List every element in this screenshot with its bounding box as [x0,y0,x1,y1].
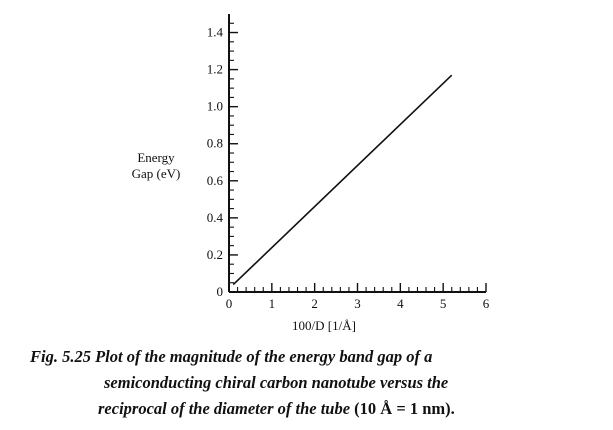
y-tick-label: 0.4 [207,210,224,225]
y-tick-label: 1.0 [207,99,223,114]
x-tick-label: 3 [354,296,361,311]
x-tick-label: 4 [397,296,404,311]
axis-ticks [228,22,487,293]
data-series [232,74,453,286]
caption-line-3-note: (10 Å = 1 nm). [354,399,455,418]
tick-labels: 0 1 2 3 4 5 6 0 0.2 0.4 0.6 0.8 1.0 1.2 1.4 [207,25,490,311]
caption-line-3-text: reciprocal of the diameter of the tube [98,399,355,418]
x-axis-label: 100/D [1/Å] [292,318,356,333]
x-tick-label: 1 [269,296,276,311]
series-line [232,74,453,286]
y-tick-label: 0.6 [207,173,224,188]
y-axis-label-line2: Gap (eV) [131,166,181,181]
x-tick-label: 0 [226,296,233,311]
y-axis-label: Energy Gap (eV) [120,150,192,182]
y-tick-label: 0 [217,284,224,299]
y-axis-label-line1: Energy [137,150,175,165]
y-tick-label: 0.2 [207,247,223,262]
caption-line-2: semiconducting chiral carbon nanotube ve… [104,373,449,392]
axes [228,14,486,293]
x-tick-label: 5 [440,296,447,311]
x-tick-label: 6 [483,296,490,311]
figure-caption: Fig. 5.25 Plot of the magnitude of the e… [30,344,610,422]
x-tick-label: 2 [311,296,318,311]
y-tick-label: 1.4 [207,25,224,40]
y-tick-label: 1.2 [207,62,223,77]
y-tick-label: 0.8 [207,136,223,151]
caption-line-1: Fig. 5.25 Plot of the magnitude of the e… [30,347,433,366]
caption-line-3: reciprocal of the diameter of the tube (… [30,396,610,422]
